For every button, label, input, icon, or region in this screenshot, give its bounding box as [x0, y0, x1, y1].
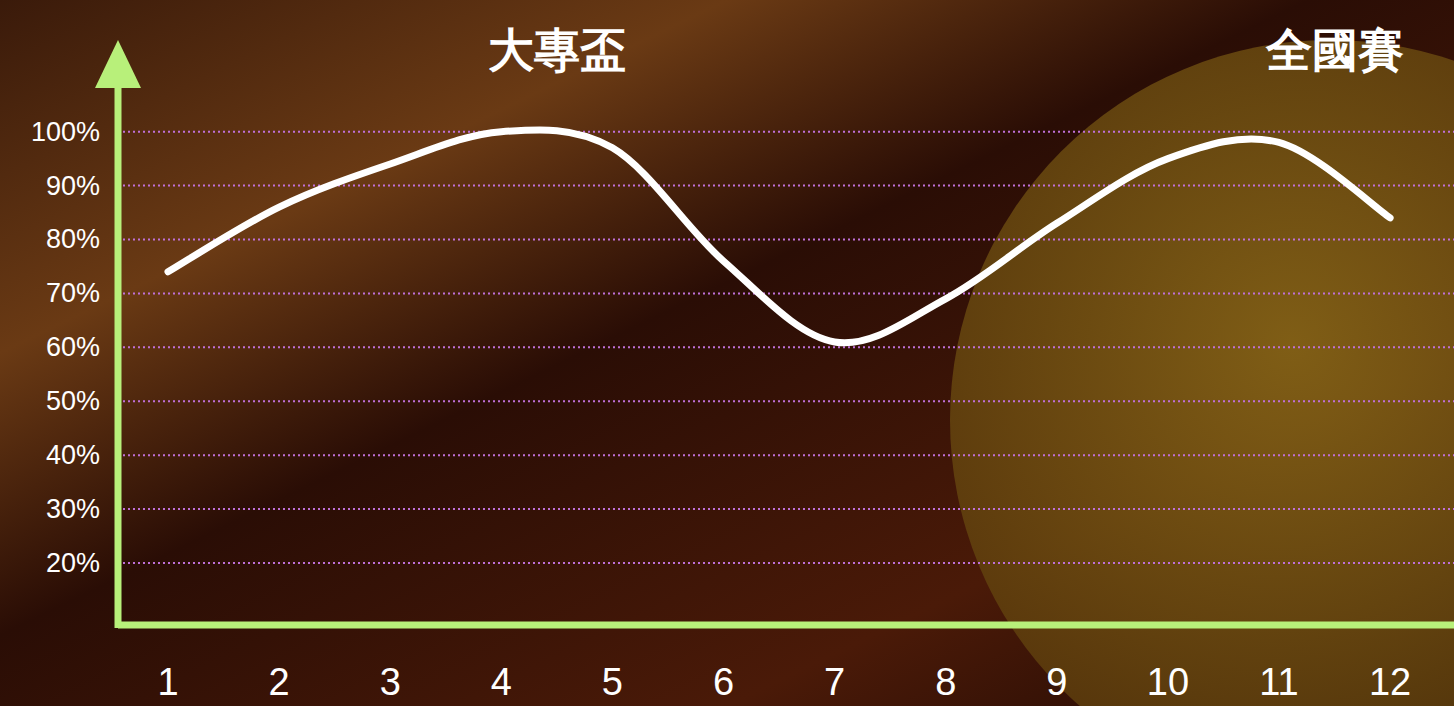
x-tick-label: 8 — [935, 661, 956, 703]
y-tick-label: 80% — [46, 224, 100, 254]
x-tick-label: 3 — [380, 661, 401, 703]
chart: 20%30%40%50%60%70%80%90%100%123456789101… — [0, 0, 1454, 706]
y-tick-label: 50% — [46, 386, 100, 416]
grid-line — [118, 292, 1454, 294]
grid-line — [118, 400, 1454, 402]
y-tick-label: 90% — [46, 171, 100, 201]
x-tick-label: 1 — [157, 661, 178, 703]
y-tick-label: 20% — [46, 548, 100, 578]
x-tick-label: 6 — [713, 661, 734, 703]
grid-line — [118, 131, 1454, 133]
x-tick-label: 12 — [1369, 661, 1411, 703]
x-axis — [118, 622, 1454, 629]
x-tick-label: 7 — [824, 661, 845, 703]
y-tick-label: 70% — [46, 278, 100, 308]
data-line — [168, 130, 1390, 343]
y-axis-arrow — [95, 40, 141, 88]
x-tick-label: 4 — [491, 661, 512, 703]
x-tick-label: 2 — [269, 661, 290, 703]
x-tick-label: 11 — [1259, 661, 1298, 703]
background-ball — [950, 40, 1454, 706]
grid-line — [118, 562, 1454, 564]
grid-line — [118, 454, 1454, 456]
grid-line — [118, 508, 1454, 510]
x-tick-label: 10 — [1147, 661, 1189, 703]
plot-area — [168, 130, 1390, 343]
y-tick-label: 30% — [46, 494, 100, 524]
x-tick-label: 5 — [602, 661, 623, 703]
y-tick-label: 40% — [46, 440, 100, 470]
grid-line — [118, 346, 1454, 348]
grid-line — [118, 238, 1454, 240]
y-tick-label: 60% — [46, 332, 100, 362]
annotation: 全國賽 — [1265, 24, 1404, 76]
annotation: 大專盃 — [488, 24, 626, 76]
y-axis — [115, 80, 122, 628]
y-tick-label: 100% — [31, 117, 100, 147]
x-tick-label: 9 — [1046, 661, 1067, 703]
